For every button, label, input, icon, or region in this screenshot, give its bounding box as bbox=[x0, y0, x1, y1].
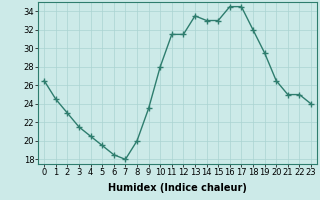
X-axis label: Humidex (Indice chaleur): Humidex (Indice chaleur) bbox=[108, 183, 247, 193]
